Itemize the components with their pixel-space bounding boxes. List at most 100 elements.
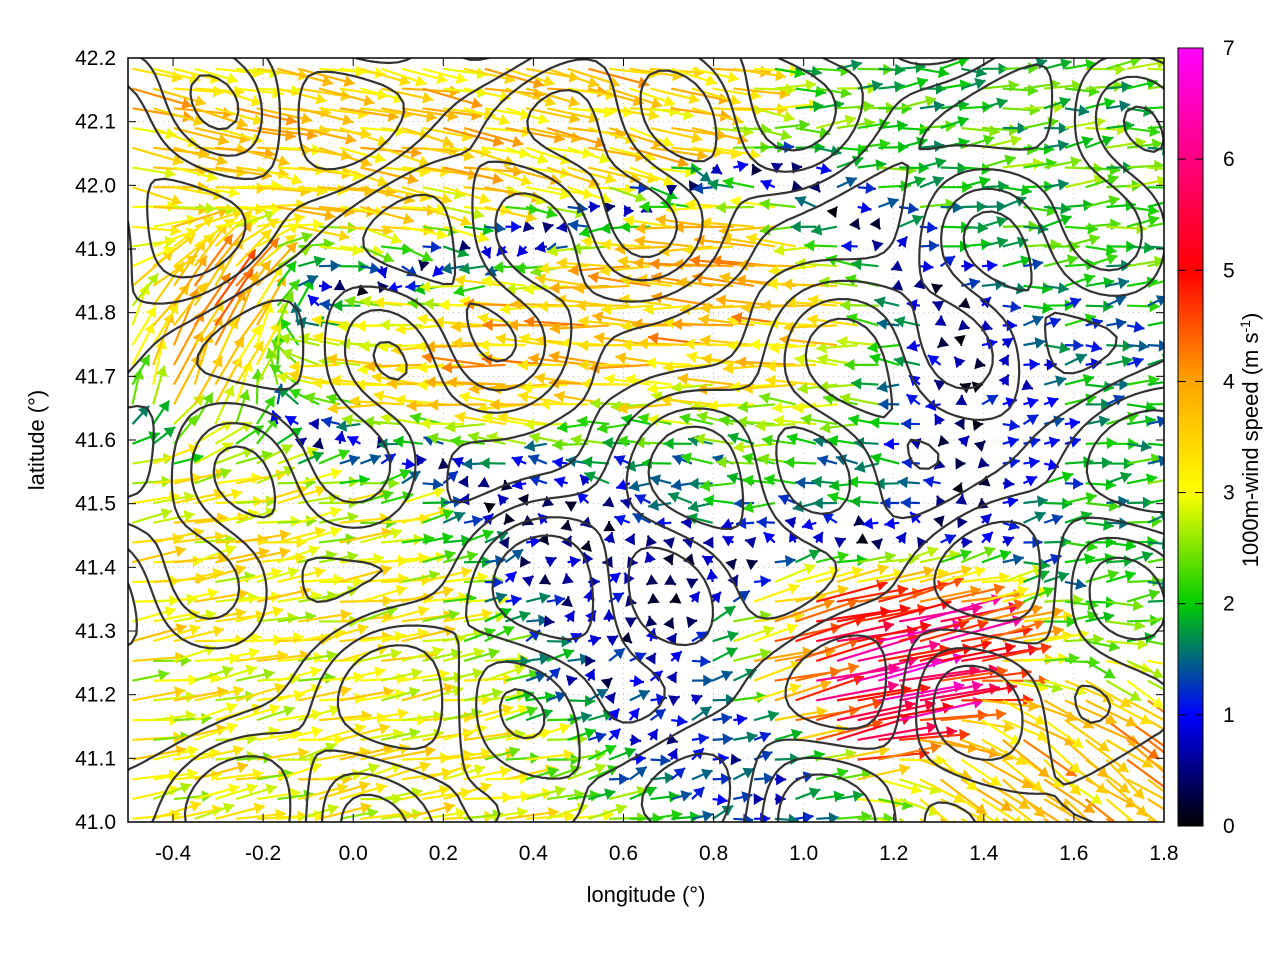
- wind-arrow: [1105, 798, 1142, 822]
- wind-arrow: [497, 493, 510, 506]
- wind-arrow: [869, 217, 882, 230]
- y-tick-label: 41.4: [75, 556, 116, 579]
- wind-arrow: [645, 535, 658, 547]
- wind-arrow: [954, 417, 966, 430]
- wind-arrow: [1084, 798, 1117, 822]
- wind-arrow: [1105, 778, 1148, 818]
- wind-arrow: [812, 531, 824, 544]
- x-axis-label: longitude (°): [587, 882, 706, 907]
- wind-arrow: [256, 465, 296, 485]
- wind-arrow: [686, 578, 699, 589]
- wind-arrow: [613, 514, 631, 526]
- wind-arrow: [1023, 397, 1039, 409]
- wind-arrow: [691, 810, 714, 822]
- wind-arrow: [826, 205, 839, 219]
- wind-arrow: [194, 802, 235, 820]
- wind-arrow: [443, 647, 485, 662]
- wind-arrow: [360, 584, 408, 603]
- wind-arrow: [1064, 116, 1106, 130]
- wind-arrow: [868, 416, 900, 429]
- wind-arrow: [1105, 471, 1132, 485]
- wind-arrow: [1147, 738, 1164, 754]
- colorbar-tick-label: 1: [1223, 704, 1235, 727]
- wind-arrow: [691, 655, 711, 668]
- wind-arrow: [919, 619, 989, 643]
- wind-arrow: [504, 570, 518, 583]
- wind-arrow: [1085, 640, 1120, 652]
- wind-arrow: [624, 616, 637, 628]
- wind-arrow: [1126, 758, 1164, 789]
- colorbar-tick-label: 7: [1223, 37, 1235, 60]
- colorbar-tick-label: 4: [1223, 370, 1235, 393]
- wind-arrow: [484, 806, 528, 820]
- wind-arrow: [480, 246, 492, 259]
- wind-arrow: [981, 642, 1052, 662]
- x-tick-label: -0.2: [245, 842, 281, 865]
- wind-arrow: [759, 198, 796, 211]
- wind-arrow: [194, 442, 234, 465]
- wind-arrow: [737, 400, 775, 413]
- wind-arrow: [588, 634, 602, 647]
- wind-arrow: [745, 559, 758, 571]
- wind-arrow: [463, 647, 500, 662]
- wind-arrow: [691, 674, 714, 687]
- wind-arrow: [1085, 195, 1120, 209]
- wind-arrow: [393, 435, 423, 448]
- wind-arrow: [774, 555, 796, 567]
- wind-arrow: [895, 531, 907, 545]
- wind-arrow: [1147, 353, 1164, 366]
- wind-arrow: [602, 496, 615, 508]
- wind-arrow: [981, 738, 1028, 766]
- wind-arrow: [215, 703, 263, 722]
- wind-arrow: [505, 220, 522, 233]
- y-tick-label: 42.1: [75, 111, 116, 134]
- wind-arrow: [753, 583, 800, 603]
- wind-arrow: [774, 598, 835, 623]
- wind-arrow: [567, 694, 596, 707]
- wind-arrow: [542, 221, 554, 234]
- wind-arrow: [1044, 615, 1077, 628]
- wind-arrow: [878, 102, 912, 115]
- wind-arrow: [628, 480, 651, 492]
- wind-arrow: [733, 813, 754, 822]
- wind-arrow: [650, 771, 676, 784]
- wind-arrow: [401, 784, 451, 801]
- wind-arrow: [647, 728, 659, 741]
- wind-arrow: [1064, 719, 1110, 753]
- wind-arrow: [1023, 116, 1059, 130]
- wind-arrow: [623, 204, 635, 218]
- wind-arrow: [173, 712, 212, 725]
- wind-arrow: [836, 790, 864, 803]
- wind-arrow: [795, 549, 821, 564]
- wind-arrow: [690, 694, 703, 706]
- wind-arrow: [463, 610, 506, 623]
- wind-arrow: [463, 627, 496, 643]
- wind-arrow: [364, 360, 423, 373]
- wind-arrow: [214, 385, 235, 425]
- wind-arrow: [677, 373, 734, 386]
- wind-arrow: [1147, 617, 1164, 623]
- wind-arrow: [691, 786, 706, 800]
- wind-arrow: [753, 731, 772, 743]
- wind-arrow: [608, 647, 626, 662]
- wind-arrow: [1085, 340, 1103, 353]
- y-tick-label: 41.7: [75, 365, 116, 388]
- wind-arrow: [794, 196, 817, 208]
- wind-arrow: [173, 644, 217, 662]
- wind-arrow: [753, 107, 795, 123]
- wind-arrow: [609, 773, 630, 786]
- wind-arrow: [416, 378, 465, 391]
- wind-arrow: [958, 319, 970, 331]
- wind-arrow: [847, 476, 879, 489]
- y-tick-label: 41.3: [75, 620, 116, 643]
- wind-arrow: [744, 536, 757, 549]
- wind-arrow: [297, 742, 337, 761]
- wind-arrow: [973, 440, 987, 452]
- wind-arrow: [339, 807, 379, 820]
- wind-arrow: [923, 475, 941, 488]
- wind-arrow: [194, 107, 249, 129]
- wind-arrow: [919, 260, 934, 273]
- wind-arrow: [898, 576, 965, 603]
- wind-arrow: [1085, 611, 1115, 624]
- wind-arrow: [1043, 436, 1061, 449]
